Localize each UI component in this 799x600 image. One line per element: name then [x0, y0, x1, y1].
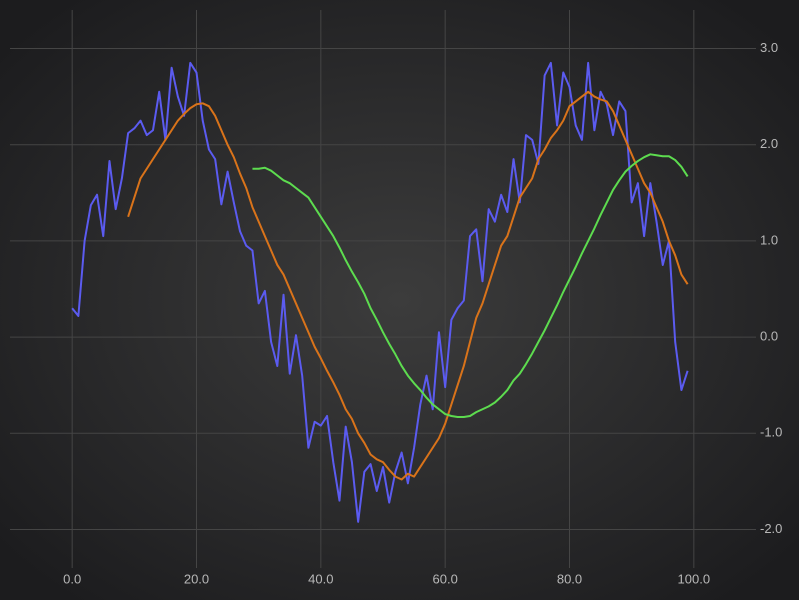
y-tick-label: -1.0 [760, 425, 782, 440]
y-tick-label: 2.0 [760, 136, 778, 151]
x-tick-label: 20.0 [184, 571, 209, 586]
y-tick-label: 1.0 [760, 232, 778, 247]
x-tick-label: 40.0 [308, 571, 333, 586]
y-tick-label: 3.0 [760, 40, 778, 55]
x-tick-label: 0.0 [63, 571, 81, 586]
y-tick-label: 0.0 [760, 329, 778, 344]
y-tick-label: -2.0 [760, 521, 782, 536]
series-line [71, 61, 689, 523]
series-line [127, 90, 689, 481]
x-tick-label: 80.0 [557, 571, 582, 586]
x-tick-label: 60.0 [433, 571, 458, 586]
series-line [252, 153, 689, 418]
x-tick-label: 100.0 [678, 571, 711, 586]
